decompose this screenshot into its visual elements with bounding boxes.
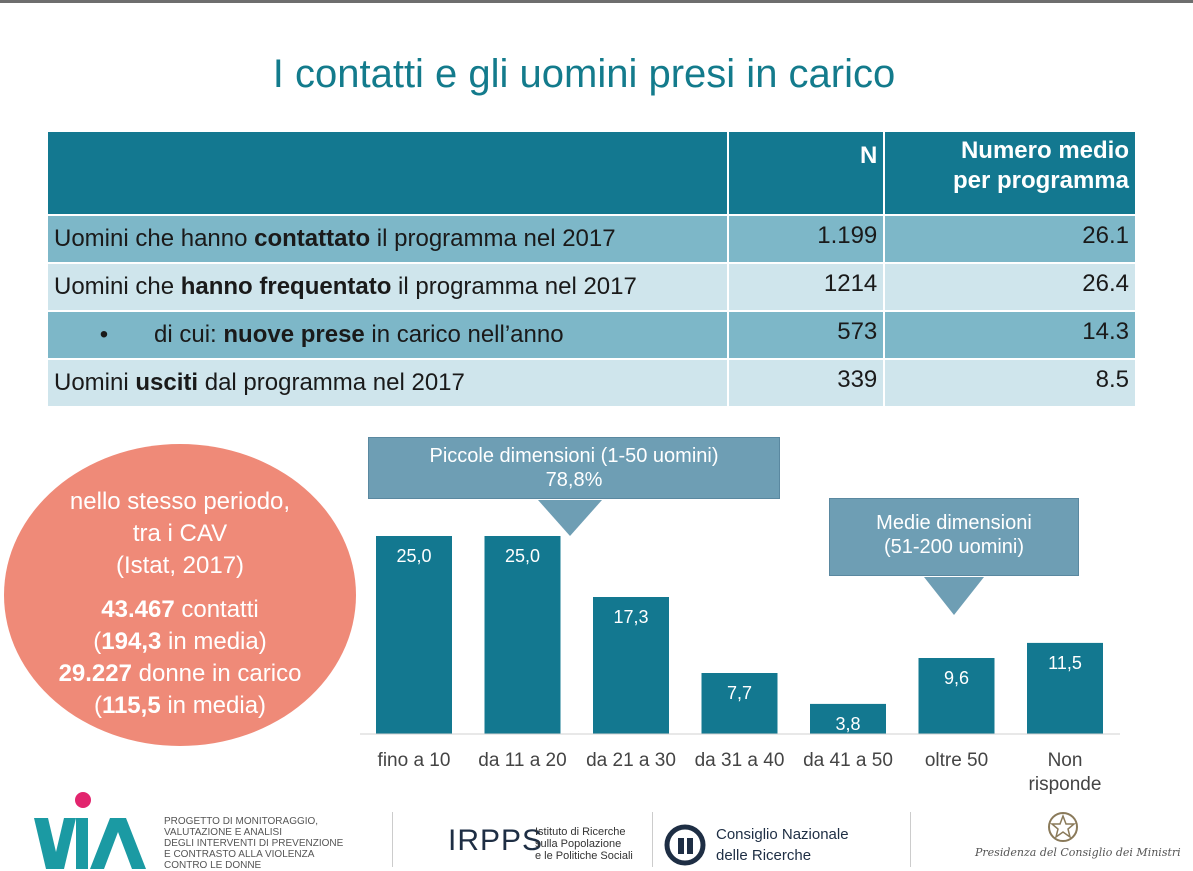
header-media-line2: per programma (952, 167, 1129, 194)
bar-value-label: 11,5 (1048, 653, 1082, 673)
table-row: Uomini che hanno contattato il programma… (48, 216, 1135, 262)
category-label: oltre 50 (925, 750, 988, 771)
bar-1 (484, 536, 561, 734)
presidenza-text: Presidenza del Consiglio dei Ministri (975, 846, 1181, 859)
row-media: 26.4 (885, 264, 1135, 310)
row-n: 339 (728, 360, 884, 406)
bar-3 (701, 673, 778, 734)
irpps-text: Istituto di Ricerche sulla Popolazione e… (535, 826, 633, 862)
category-label: Non (1048, 750, 1083, 771)
circle-line-1: nello stesso periodo, (69, 488, 291, 515)
bar-6 (1027, 642, 1103, 734)
cav-circle: nello stesso periodo, tra i CAV (Istat, … (4, 444, 356, 746)
row-label: Uomini usciti dal programma nel 2017 (48, 360, 727, 406)
circle-contatti: 43.467 contatti (101, 596, 259, 623)
row-label: Uomini che hanno contattato il programma… (48, 216, 727, 262)
row-n: 573 (728, 312, 884, 358)
category-label: da 11 a 20 (478, 750, 566, 771)
callout-medie: Medie dimensioni (51-200 uomini) (829, 498, 1079, 576)
row-n: 1214 (728, 264, 884, 310)
bar-value-label: 25,0 (396, 546, 431, 566)
row-label: Uomini che hanno frequentato il programm… (48, 264, 727, 310)
top-border (0, 0, 1193, 3)
circle-line-3: (Istat, 2017) (115, 552, 245, 579)
bar-4 (810, 703, 886, 734)
bullet-point: • (99, 321, 109, 348)
footer-divider (392, 812, 393, 867)
cnr-logo (664, 824, 706, 866)
callout-piccole-arrow (538, 500, 602, 536)
callout-piccole: Piccole dimensioni (1-50 uomini) 78,8% (368, 437, 780, 499)
header-n: N (728, 132, 884, 214)
table-row: Uomini che hanno frequentato il programm… (48, 264, 1135, 310)
bar-value-label: 9,6 (944, 668, 969, 688)
bar-5 (918, 658, 995, 734)
bar-value-label: 3,8 (835, 714, 860, 734)
category-label: fino a 10 (378, 750, 451, 771)
bar-chart: 25,0 fino a 10 25,0 da 11 a 20 17,3 da 21 a 3… (360, 536, 1120, 795)
callout-medie-line1: Medie dimensioni (876, 512, 1032, 534)
bar-0 (376, 536, 452, 734)
circle-contatti-media: (194,3 in media) (93, 628, 267, 655)
row-media: 8.5 (885, 360, 1135, 406)
header-media: Numero medio per programma (885, 132, 1135, 214)
footer: PROGETTO DI MONITORAGGIO, VALUTAZIONE E … (0, 790, 1193, 871)
circle-donne: 29.227 donne in carico (58, 660, 302, 687)
category-label: risponde (1029, 774, 1102, 795)
circle-donne-media: (115,5 in media) (93, 692, 267, 719)
callout-piccole-line2: 78,8% (545, 469, 603, 491)
stats-table: N Numero medio per programma Uomini che … (46, 130, 1137, 408)
italian-emblem (1048, 812, 1078, 842)
bar-value-label: 17,3 (613, 607, 648, 627)
header-media-line1: Numero medio (960, 137, 1129, 164)
irpps-logo: IRPPS (448, 824, 544, 857)
cnr-text: Consiglio Nazionale delle Ricerche (716, 826, 849, 864)
slide-title: I contatti e gli uomini presi in carico (272, 52, 896, 96)
row-media: 14.3 (885, 312, 1135, 358)
table-row: • di cui: nuove prese in carico nell’anno… (48, 312, 1135, 358)
category-label: da 21 a 30 (586, 750, 676, 771)
table-header-row: N Numero medio per programma (48, 132, 1135, 214)
callout-medie-line2: (51-200 uomini) (883, 536, 1025, 558)
callout-piccole-line1: Piccole dimensioni (1-50 uomini) (429, 445, 719, 467)
footer-divider (652, 812, 653, 867)
bar-value-label: 7,7 (727, 683, 752, 703)
header-empty-cell (48, 132, 727, 214)
via-logo (34, 792, 146, 869)
row-n: 1.199 (728, 216, 884, 262)
row-media: 26.1 (885, 216, 1135, 262)
bar-2 (593, 597, 669, 734)
row-label: • di cui: nuove prese in carico nell’anno (48, 312, 727, 358)
circle-line-2: tra i CAV (132, 520, 228, 547)
table-row: Uomini usciti dal programma nel 2017 339… (48, 360, 1135, 406)
category-label: da 41 a 50 (803, 750, 893, 771)
footer-divider (910, 812, 911, 867)
category-label: da 31 a 40 (695, 750, 785, 771)
bar-value-label: 25,0 (505, 546, 540, 566)
via-project-text: PROGETTO DI MONITORAGGIO, VALUTAZIONE E … (164, 816, 344, 871)
callout-medie-arrow (924, 577, 984, 615)
